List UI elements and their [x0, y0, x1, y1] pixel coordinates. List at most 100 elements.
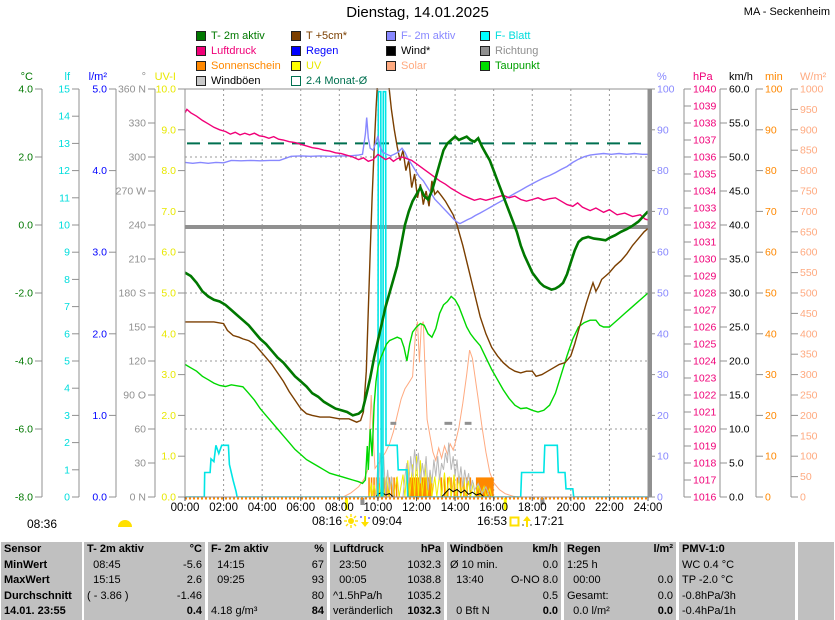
axis-unit-label: l/m²	[89, 71, 108, 83]
axis-tick-label: 300	[128, 152, 146, 164]
axis-tick-label: 6	[64, 328, 70, 340]
legend-item-windboeen[interactable]: Windböen	[196, 75, 261, 87]
legend-item-solar[interactable]: Solar	[386, 60, 427, 72]
x-axis-label: 06:00	[286, 502, 315, 514]
table-cell: 14:15	[211, 558, 245, 571]
axis-tick-label: 1025	[693, 339, 717, 351]
axis-tick-label: 80	[765, 165, 777, 177]
axis-tick-label: 13	[58, 138, 70, 150]
table-cell: 0.0	[657, 589, 673, 602]
series-richtung	[390, 421, 397, 425]
axis-tick-label: 1036	[693, 152, 717, 164]
axis-tick-label: 7	[64, 301, 70, 313]
axis-tick-label: 30	[134, 458, 146, 470]
sun-down-arrow-icon	[360, 515, 371, 527]
legend-item-monat-avg[interactable]: 2.4 Monat-Ø	[291, 75, 367, 87]
table-cell: 15:15	[87, 574, 121, 587]
sun-icon	[344, 514, 359, 528]
axis-tick-label: 8	[64, 274, 70, 286]
axis-tick-label: 40	[657, 328, 669, 340]
axis-tick-label: 12	[58, 165, 70, 177]
table-cell: Durchschnitt	[4, 589, 72, 602]
legend-item-f-2m-aktiv[interactable]: F- 2m aktiv	[386, 30, 455, 42]
series-taupunkt	[185, 292, 648, 485]
legend-label: F- Blatt	[495, 30, 531, 42]
axis-tick-label: 1032	[693, 220, 717, 232]
axis-tick-label: 900	[800, 124, 818, 136]
axis-tick-label: 150	[800, 430, 818, 442]
legend-item-wind[interactable]: Wind*	[386, 45, 430, 57]
sunrise-end-time: 09:04	[372, 514, 403, 528]
sunset-times: 16:53 17:21	[477, 514, 564, 528]
legend-item-uv[interactable]: UV	[291, 60, 321, 72]
axis-tick-label: 600	[800, 247, 818, 259]
table-cell: Sensor	[4, 543, 42, 555]
table-cell: 13:40	[450, 574, 484, 587]
table-cell: 67	[311, 558, 324, 571]
table-cell: 0.0	[657, 574, 673, 587]
series-windboeen	[375, 442, 491, 497]
axis-tick-label: 180 S	[119, 288, 146, 300]
series-sonnenschein	[383, 477, 385, 497]
axis-tick-label: 700	[800, 206, 818, 218]
axis-tick-label: 100	[765, 84, 783, 96]
axis-tick-label: 35.0	[729, 254, 750, 266]
axis-tick-label: 950	[800, 104, 818, 116]
axis-tick-label: 11	[59, 192, 70, 204]
sun-outline-icon	[509, 516, 520, 526]
axis-tick-label: 1.0	[161, 451, 176, 463]
x-axis-label: 12:00	[402, 502, 431, 514]
legend-swatch-regen	[291, 46, 301, 56]
legend-label: T +5cm*	[306, 30, 348, 42]
axis-tick-label: 10	[765, 451, 777, 463]
legend-item-t-2m-aktiv[interactable]: T- 2m aktiv	[196, 30, 265, 42]
axis-tick-label: 10.0	[156, 84, 177, 96]
axis-tick-label: 1034	[693, 186, 717, 198]
x-axis-label: 02:00	[209, 502, 238, 514]
table-cell: ^1.5hPa/h	[333, 589, 383, 602]
legend-label: Sonnenschein	[211, 60, 281, 72]
axis-unit-label: hPa	[693, 71, 713, 83]
axis-tick-label: 120	[128, 356, 146, 368]
axis-tick-label: 45.0	[729, 186, 750, 198]
legend-item-sonnenschein[interactable]: Sonnenschein	[196, 60, 281, 72]
legend-swatch-f-2m-aktiv	[386, 31, 396, 41]
axis-tick-label: 9.0	[161, 124, 176, 136]
legend-item-richtung[interactable]: Richtung	[480, 45, 538, 57]
table-col-empty	[798, 542, 834, 620]
axis-tick-label: 500	[800, 288, 818, 300]
axis-tick-label: 1029	[693, 271, 717, 283]
legend-item-taupunkt[interactable]: Taupunkt	[480, 60, 540, 72]
table-cell: 09:25	[211, 574, 245, 587]
legend-item-regen[interactable]: Regen	[291, 45, 338, 57]
axis-tick-label: 20.0	[729, 356, 750, 368]
table-cell: -0.8hPa/3h	[682, 589, 736, 602]
axis-tick-label: 50.0	[729, 152, 750, 164]
table-cell: T- 2m aktiv	[87, 543, 144, 555]
table-cell: 84	[311, 605, 324, 618]
axis-tick-label: 90	[657, 124, 669, 136]
series-sonnenschein	[368, 477, 370, 497]
legend-swatch-luftdruck	[196, 46, 206, 56]
table-col-t-2m: T- 2m aktiv °C 08:45 -5.6 15:15 2.6 ( - 3.86…	[84, 542, 205, 620]
axis-tick-label: 1.0	[92, 410, 107, 422]
legend-label: Regen	[306, 45, 339, 57]
x-axis-label: 22:00	[595, 502, 624, 514]
x-axis-label: 24:00	[634, 502, 663, 514]
table-cell: MaxWert	[4, 574, 50, 587]
axis-tick-label: 25.0	[729, 322, 750, 334]
legend-item-f-blatt[interactable]: F- Blatt	[480, 30, 530, 42]
legend-item-t-5cm[interactable]: T +5cm*	[291, 30, 347, 42]
table-cell: veränderlich	[333, 605, 393, 618]
axis-tick-label: 2.0	[161, 410, 176, 422]
axis-tick-label: 650	[800, 226, 818, 238]
series-t-2m-aktiv	[185, 134, 648, 417]
legend-swatch-taupunkt	[480, 61, 490, 71]
axis-tick-label: 40.0	[729, 220, 750, 232]
axis-tick-label: 3	[64, 410, 70, 422]
axis-tick-label: 1031	[693, 237, 717, 249]
table-col-luftdruck: Luftdruck hPa 23:50 1032.3 00:05 1038.8 ^1.5…	[330, 542, 444, 620]
legend-item-luftdruck[interactable]: Luftdruck	[196, 45, 256, 57]
axis-tick-label: 300	[800, 369, 818, 381]
